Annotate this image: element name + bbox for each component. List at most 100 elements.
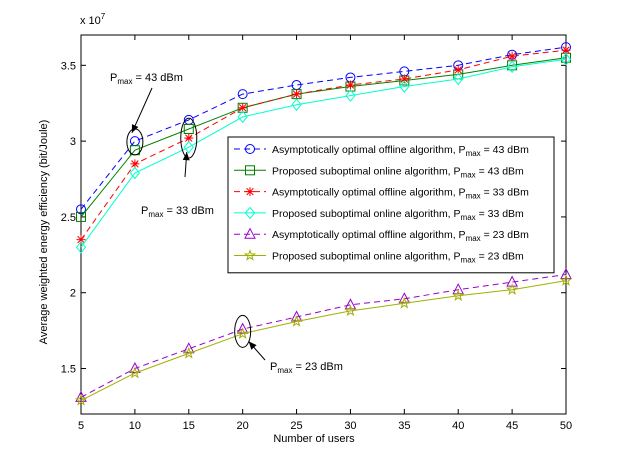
series-5 <box>75 267 572 402</box>
y-multiplier-label: x 107 <box>80 12 106 27</box>
legend-item: Proposed suboptimal online algorithm, Pm… <box>234 249 524 265</box>
annotation-2: Pmax = 33 dBm <box>141 117 214 219</box>
data-point <box>345 89 356 102</box>
data-point <box>183 123 194 134</box>
data-point <box>238 103 248 113</box>
data-point <box>182 346 195 359</box>
data-point <box>237 110 248 124</box>
legend-label: Asymptotically optimal offline algorithm… <box>272 187 529 201</box>
series-line <box>80 280 567 401</box>
y-tick-label: 2 <box>70 288 76 300</box>
x-tick-label: 10 <box>129 420 141 432</box>
series-line <box>80 46 567 210</box>
data-point <box>244 206 256 220</box>
annotation-ellipse <box>234 314 252 348</box>
legend-item: Asymptotically optimal offline algorithm… <box>234 187 529 201</box>
data-point <box>560 267 572 280</box>
series-3 <box>76 45 571 245</box>
series-line <box>80 274 567 398</box>
y-tick-label: 2.5 <box>61 212 76 224</box>
x-tick-label: 15 <box>183 420 195 432</box>
y-axis-label: Average weighted energy efficiency (bit/… <box>38 120 50 345</box>
x-tick-label: 40 <box>452 420 464 432</box>
annotation-1: Pmax = 43 dBm <box>110 72 183 156</box>
data-point <box>292 89 302 99</box>
data-point <box>452 283 465 295</box>
annotation-label: Pmax = 23 dBm <box>270 361 343 375</box>
annotation-arrow-line <box>131 87 153 134</box>
legend-label: Proposed suboptimal online algorithm, Pm… <box>272 251 524 265</box>
data-point <box>398 296 411 309</box>
data-point <box>290 310 303 322</box>
series-4 <box>75 52 572 254</box>
x-tick-label: 50 <box>560 420 572 432</box>
data-point <box>236 327 249 339</box>
legend-item: Asymptotically optimal offline algorithm… <box>234 227 529 243</box>
x-tick-label: 20 <box>237 420 249 432</box>
annotation-arrowhead <box>248 341 257 350</box>
data-point <box>345 80 355 90</box>
data-point <box>290 315 303 327</box>
data-point <box>244 227 256 239</box>
x-tick-label: 35 <box>398 420 410 432</box>
legend-label: Proposed suboptimal online algorithm, Pm… <box>272 208 524 222</box>
data-point <box>505 283 519 295</box>
data-point <box>184 133 194 143</box>
annotation-label: Pmax = 43 dBm <box>110 72 183 86</box>
x-tick-label: 45 <box>506 420 518 432</box>
data-point <box>76 235 86 245</box>
annotations: Pmax = 43 dBm Pmax = 33 dBm Pmax = 23 dBm <box>110 72 343 375</box>
legend-label: Proposed suboptimal online algorithm, Pm… <box>272 165 524 179</box>
data-point <box>398 292 411 304</box>
data-point <box>237 89 248 100</box>
legend-box <box>227 136 555 274</box>
data-point <box>507 51 517 61</box>
data-point <box>243 249 257 261</box>
annotation-arrowhead <box>131 124 139 133</box>
data-point <box>245 187 255 197</box>
data-point <box>183 140 194 154</box>
data-point <box>291 98 302 112</box>
annotation-arrowhead <box>182 152 190 161</box>
data-point <box>75 240 87 254</box>
data-point <box>182 342 195 354</box>
x-tick-label: 30 <box>344 420 356 432</box>
y-tick-label: 1.5 <box>61 364 76 376</box>
data-point <box>75 390 87 402</box>
legend-label: Asymptotically optimal offline algorithm… <box>272 229 529 243</box>
legend-item: Proposed suboptimal online algorithm, Pm… <box>234 206 524 222</box>
data-point <box>76 211 86 222</box>
data-point <box>76 204 86 215</box>
data-point <box>344 298 357 310</box>
data-point <box>344 304 357 317</box>
data-point <box>129 361 141 374</box>
series-6 <box>74 274 573 406</box>
legend-label: Asymptotically optimal offline algorithm… <box>272 144 529 158</box>
x-axis-label: Number of users <box>273 433 355 445</box>
series-line <box>80 49 567 240</box>
legend-item: Asymptotically optimal offline algorithm… <box>234 144 529 158</box>
series-line <box>80 57 567 218</box>
annotation-label: Pmax = 33 dBm <box>141 205 214 219</box>
legend: Asymptotically optimal offline algorithm… <box>227 136 555 274</box>
annotation-3: Pmax = 23 dBm <box>234 314 343 375</box>
data-point <box>399 74 409 84</box>
y-tick-label: 3 <box>70 136 76 148</box>
data-point <box>129 166 141 180</box>
data-point <box>452 289 465 302</box>
data-point <box>506 60 518 74</box>
y-tick-label: 3.5 <box>61 60 76 72</box>
data-point <box>453 72 464 86</box>
series-line <box>80 58 567 248</box>
data-point <box>236 322 249 334</box>
data-point <box>399 80 410 93</box>
x-tick-label: 25 <box>290 420 302 432</box>
data-point <box>128 366 142 379</box>
legend-item: Proposed suboptimal online algorithm, Pm… <box>234 165 524 179</box>
data-point <box>245 165 255 176</box>
data-point <box>74 393 88 406</box>
data-point <box>559 274 573 286</box>
data-point <box>560 52 572 66</box>
x-tick-label: 5 <box>78 420 84 432</box>
